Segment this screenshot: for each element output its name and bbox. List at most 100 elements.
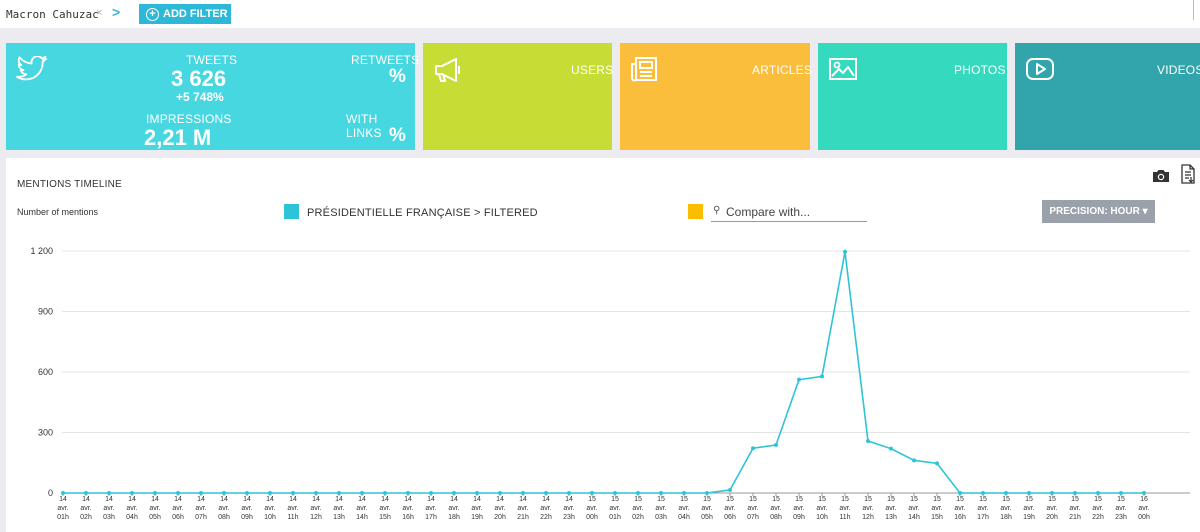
tweets-value: 3 626 <box>171 66 227 91</box>
x-tick-label: avr. <box>1069 505 1080 512</box>
chevron-right-icon[interactable]: > <box>112 4 121 20</box>
x-tick-label: 14 <box>312 496 320 503</box>
x-tick-label: 15 <box>864 496 872 503</box>
x-tick-label: 15 <box>841 496 849 503</box>
data-point <box>797 377 801 382</box>
x-tick-label: 21h <box>517 514 529 521</box>
y-tick-label: 900 <box>38 307 53 317</box>
x-tick-label: avr. <box>149 505 160 512</box>
x-tick-label: 14 <box>519 496 527 503</box>
photos-tile[interactable]: PHOTOS <box>818 43 1007 150</box>
x-tick-label: avr. <box>172 505 183 512</box>
x-tick-label: 06h <box>172 514 184 521</box>
x-tick-label: 14 <box>105 496 113 503</box>
x-tick-label: avr. <box>563 505 574 512</box>
x-tick-label: 15 <box>1002 496 1010 503</box>
data-point <box>820 374 824 379</box>
x-tick-label: avr. <box>310 505 321 512</box>
x-tick-label: 22h <box>540 514 552 521</box>
x-tick-label: 09h <box>793 514 805 521</box>
x-tick-label: 14 <box>381 496 389 503</box>
series-legend-label[interactable]: PRÉSIDENTIELLE FRANÇAISE > FILTERED <box>307 207 538 219</box>
x-tick-label: 00h <box>586 514 598 521</box>
y-axis-title: Number of mentions <box>17 207 99 217</box>
precision-dropdown[interactable]: PRECISION: HOUR ▾ <box>1042 200 1155 223</box>
x-tick-label: 20h <box>1046 514 1058 521</box>
x-tick-label: 13h <box>885 514 897 521</box>
x-tick-label: 15 <box>1025 496 1033 503</box>
videos-tile[interactable]: VIDEOS <box>1015 43 1200 150</box>
x-tick-label: 14 <box>496 496 504 503</box>
mentions-timeline-panel: MENTIONS TIMELINE Number of mentions PRÉ… <box>6 158 1200 532</box>
x-tick-label: 15 <box>726 496 734 503</box>
x-tick-label: 15h <box>379 514 391 521</box>
x-tick-label: 14 <box>243 496 251 503</box>
export-icon[interactable] <box>1180 164 1196 184</box>
filter-bar: Macron Cahuzac × > + ADD FILTER <box>0 0 1200 28</box>
add-filter-label: ADD FILTER <box>163 8 228 20</box>
twitter-icon <box>16 56 48 81</box>
data-point <box>268 491 272 495</box>
remove-query-icon[interactable]: × <box>96 7 103 19</box>
x-tick-label: 18h <box>1000 514 1012 521</box>
x-tick-label: avr. <box>126 505 137 512</box>
data-point <box>383 491 387 495</box>
query-chip[interactable]: Macron Cahuzac <box>6 8 99 21</box>
add-filter-button[interactable]: + ADD FILTER <box>139 4 231 24</box>
x-tick-label: 17h <box>425 514 437 521</box>
x-tick-label: avr. <box>701 505 712 512</box>
x-tick-label: 15 <box>1094 496 1102 503</box>
videos-label: VIDEOS <box>1157 63 1200 77</box>
data-point <box>912 458 916 463</box>
data-point <box>1073 491 1077 495</box>
data-point <box>751 446 755 451</box>
x-tick-label: 16h <box>402 514 414 521</box>
x-tick-label: 14 <box>197 496 205 503</box>
x-tick-label: avr. <box>218 505 229 512</box>
x-tick-label: 02h <box>632 514 644 521</box>
x-tick-label: 01h <box>57 514 69 521</box>
compare-legend-swatch <box>688 204 703 219</box>
data-point <box>291 491 295 495</box>
with-links-value: % <box>389 125 406 146</box>
data-point <box>843 249 847 254</box>
x-tick-label: 19h <box>1023 514 1035 521</box>
data-point <box>314 491 318 495</box>
data-point <box>544 491 548 495</box>
articles-tile[interactable]: ARTICLES <box>620 43 812 150</box>
x-tick-label: avr. <box>609 505 620 512</box>
play-icon <box>1026 58 1054 80</box>
compare-placeholder: Compare with... <box>726 205 811 219</box>
x-tick-label: 15 <box>1048 496 1056 503</box>
x-tick-label: 14 <box>404 496 412 503</box>
plus-circle-icon: + <box>146 7 159 21</box>
x-tick-label: 12h <box>310 514 322 521</box>
users-tile[interactable]: USERS <box>423 43 614 150</box>
data-point <box>452 491 456 495</box>
x-tick-label: 20h <box>494 514 506 521</box>
x-tick-label: avr. <box>356 505 367 512</box>
data-point <box>889 446 893 451</box>
y-tick-label: 1 200 <box>30 246 53 256</box>
x-tick-label: 16 <box>1140 496 1148 503</box>
series-legend-swatch[interactable] <box>284 204 299 219</box>
twitter-stats-tile[interactable]: TWEETS 3 626 +5 748% RETWEETS % IMPRESSI… <box>6 43 419 150</box>
search-icon: ⚲ <box>713 205 721 216</box>
megaphone-icon <box>435 58 460 82</box>
x-tick-label: avr. <box>1115 505 1126 512</box>
users-label: USERS <box>571 63 614 77</box>
compare-input[interactable]: ⚲ Compare with... <box>711 203 867 222</box>
x-tick-label: 21h <box>1069 514 1081 521</box>
x-tick-label: 02h <box>80 514 92 521</box>
y-tick-label: 300 <box>38 428 53 438</box>
x-tick-label: 14 <box>151 496 159 503</box>
series-line <box>63 251 1144 494</box>
x-tick-label: avr. <box>908 505 919 512</box>
data-point <box>1050 491 1054 495</box>
x-tick-label: 15 <box>1071 496 1079 503</box>
x-tick-label: 15 <box>818 496 826 503</box>
camera-icon[interactable] <box>1152 169 1170 183</box>
x-tick-label: avr. <box>1092 505 1103 512</box>
scrollbar[interactable] <box>1193 0 1200 20</box>
data-point <box>337 491 341 495</box>
